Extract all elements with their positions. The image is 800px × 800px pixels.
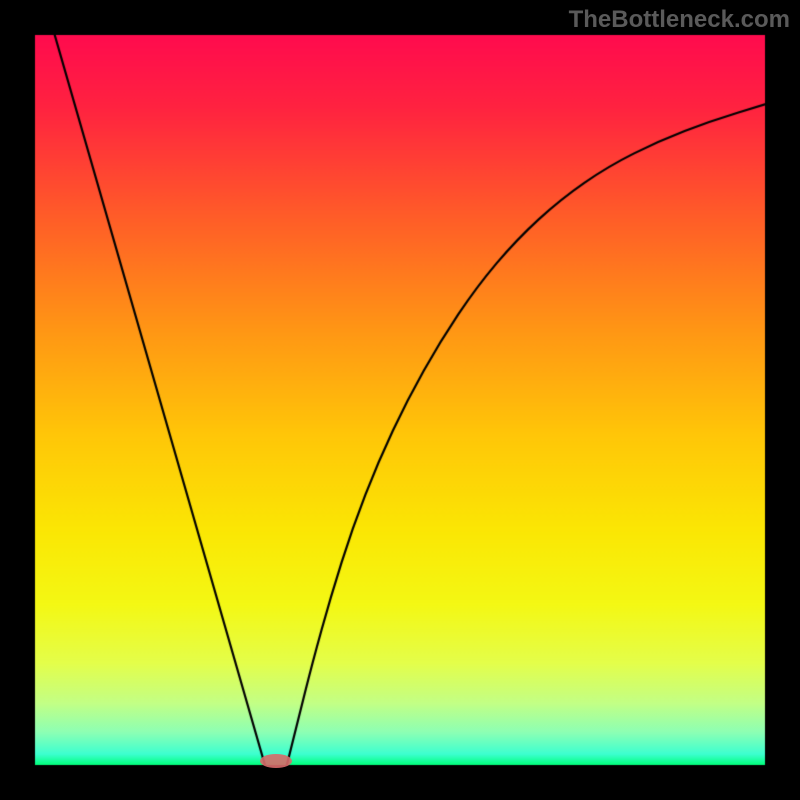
optimal-point-marker <box>260 754 292 768</box>
watermark-label: TheBottleneck.com <box>569 6 790 34</box>
chart-container: TheBottleneck.com <box>0 0 800 800</box>
bottleneck-chart-canvas <box>0 0 800 800</box>
